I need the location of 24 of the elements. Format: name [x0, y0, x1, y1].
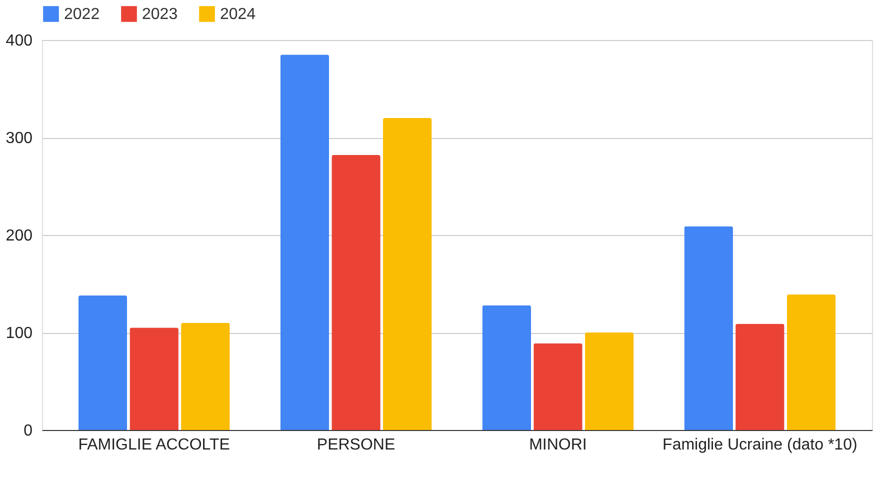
y-tick-label: 400 — [6, 32, 33, 50]
bar — [786, 294, 836, 430]
y-tick-label: 300 — [6, 130, 33, 147]
bar — [584, 332, 634, 430]
legend-label: 2023 — [142, 6, 178, 23]
bar — [482, 305, 532, 430]
x-tick-label: FAMIGLIE ACCOLTE — [78, 436, 230, 454]
bar — [280, 54, 330, 430]
x-tick-label: PERSONE — [316, 436, 396, 454]
y-tick-label: 0 — [24, 422, 33, 440]
bar — [534, 343, 582, 430]
bar — [130, 328, 178, 430]
bar — [78, 295, 128, 430]
x-tick-label: Famiglie Ucraine (dato *10) — [662, 436, 858, 454]
legend-label: 2022 — [64, 6, 100, 23]
bar — [382, 118, 432, 430]
legend-label: 2024 — [220, 6, 256, 23]
y-tick-label: 100 — [6, 325, 33, 342]
bar — [736, 324, 784, 430]
y-tick-label: 200 — [6, 228, 33, 244]
x-tick-label: MINORI — [529, 436, 587, 454]
bar — [181, 322, 230, 430]
bar — [684, 226, 733, 430]
bar — [332, 155, 380, 430]
